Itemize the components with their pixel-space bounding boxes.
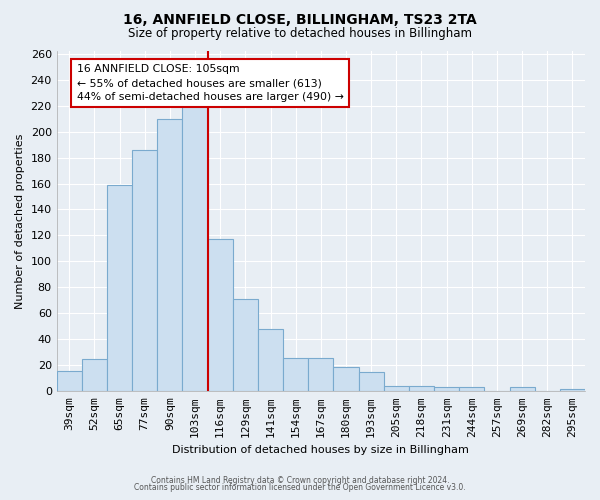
Bar [132,150,157,392]
Bar [308,358,334,392]
Bar [434,388,459,392]
Bar [182,106,208,392]
Bar [208,240,233,392]
Bar [459,388,484,392]
Text: Size of property relative to detached houses in Billingham: Size of property relative to detached ho… [128,28,472,40]
Bar [56,370,82,392]
Bar [82,359,107,392]
Text: 16, ANNFIELD CLOSE, BILLINGHAM, TS23 2TA: 16, ANNFIELD CLOSE, BILLINGHAM, TS23 2TA [123,12,477,26]
Text: 16 ANNFIELD CLOSE: 105sqm
← 55% of detached houses are smaller (613)
44% of semi: 16 ANNFIELD CLOSE: 105sqm ← 55% of detac… [77,64,344,102]
Bar [359,372,384,392]
Bar [283,358,308,392]
Bar [233,299,258,392]
Y-axis label: Number of detached properties: Number of detached properties [15,134,25,309]
Bar [334,366,359,392]
Text: Contains public sector information licensed under the Open Government Licence v3: Contains public sector information licen… [134,484,466,492]
Bar [509,388,535,392]
Bar [157,118,182,392]
Bar [384,386,409,392]
Bar [560,388,585,392]
X-axis label: Distribution of detached houses by size in Billingham: Distribution of detached houses by size … [172,445,469,455]
Bar [409,386,434,392]
Bar [258,329,283,392]
Bar [107,185,132,392]
Text: Contains HM Land Registry data © Crown copyright and database right 2024.: Contains HM Land Registry data © Crown c… [151,476,449,485]
